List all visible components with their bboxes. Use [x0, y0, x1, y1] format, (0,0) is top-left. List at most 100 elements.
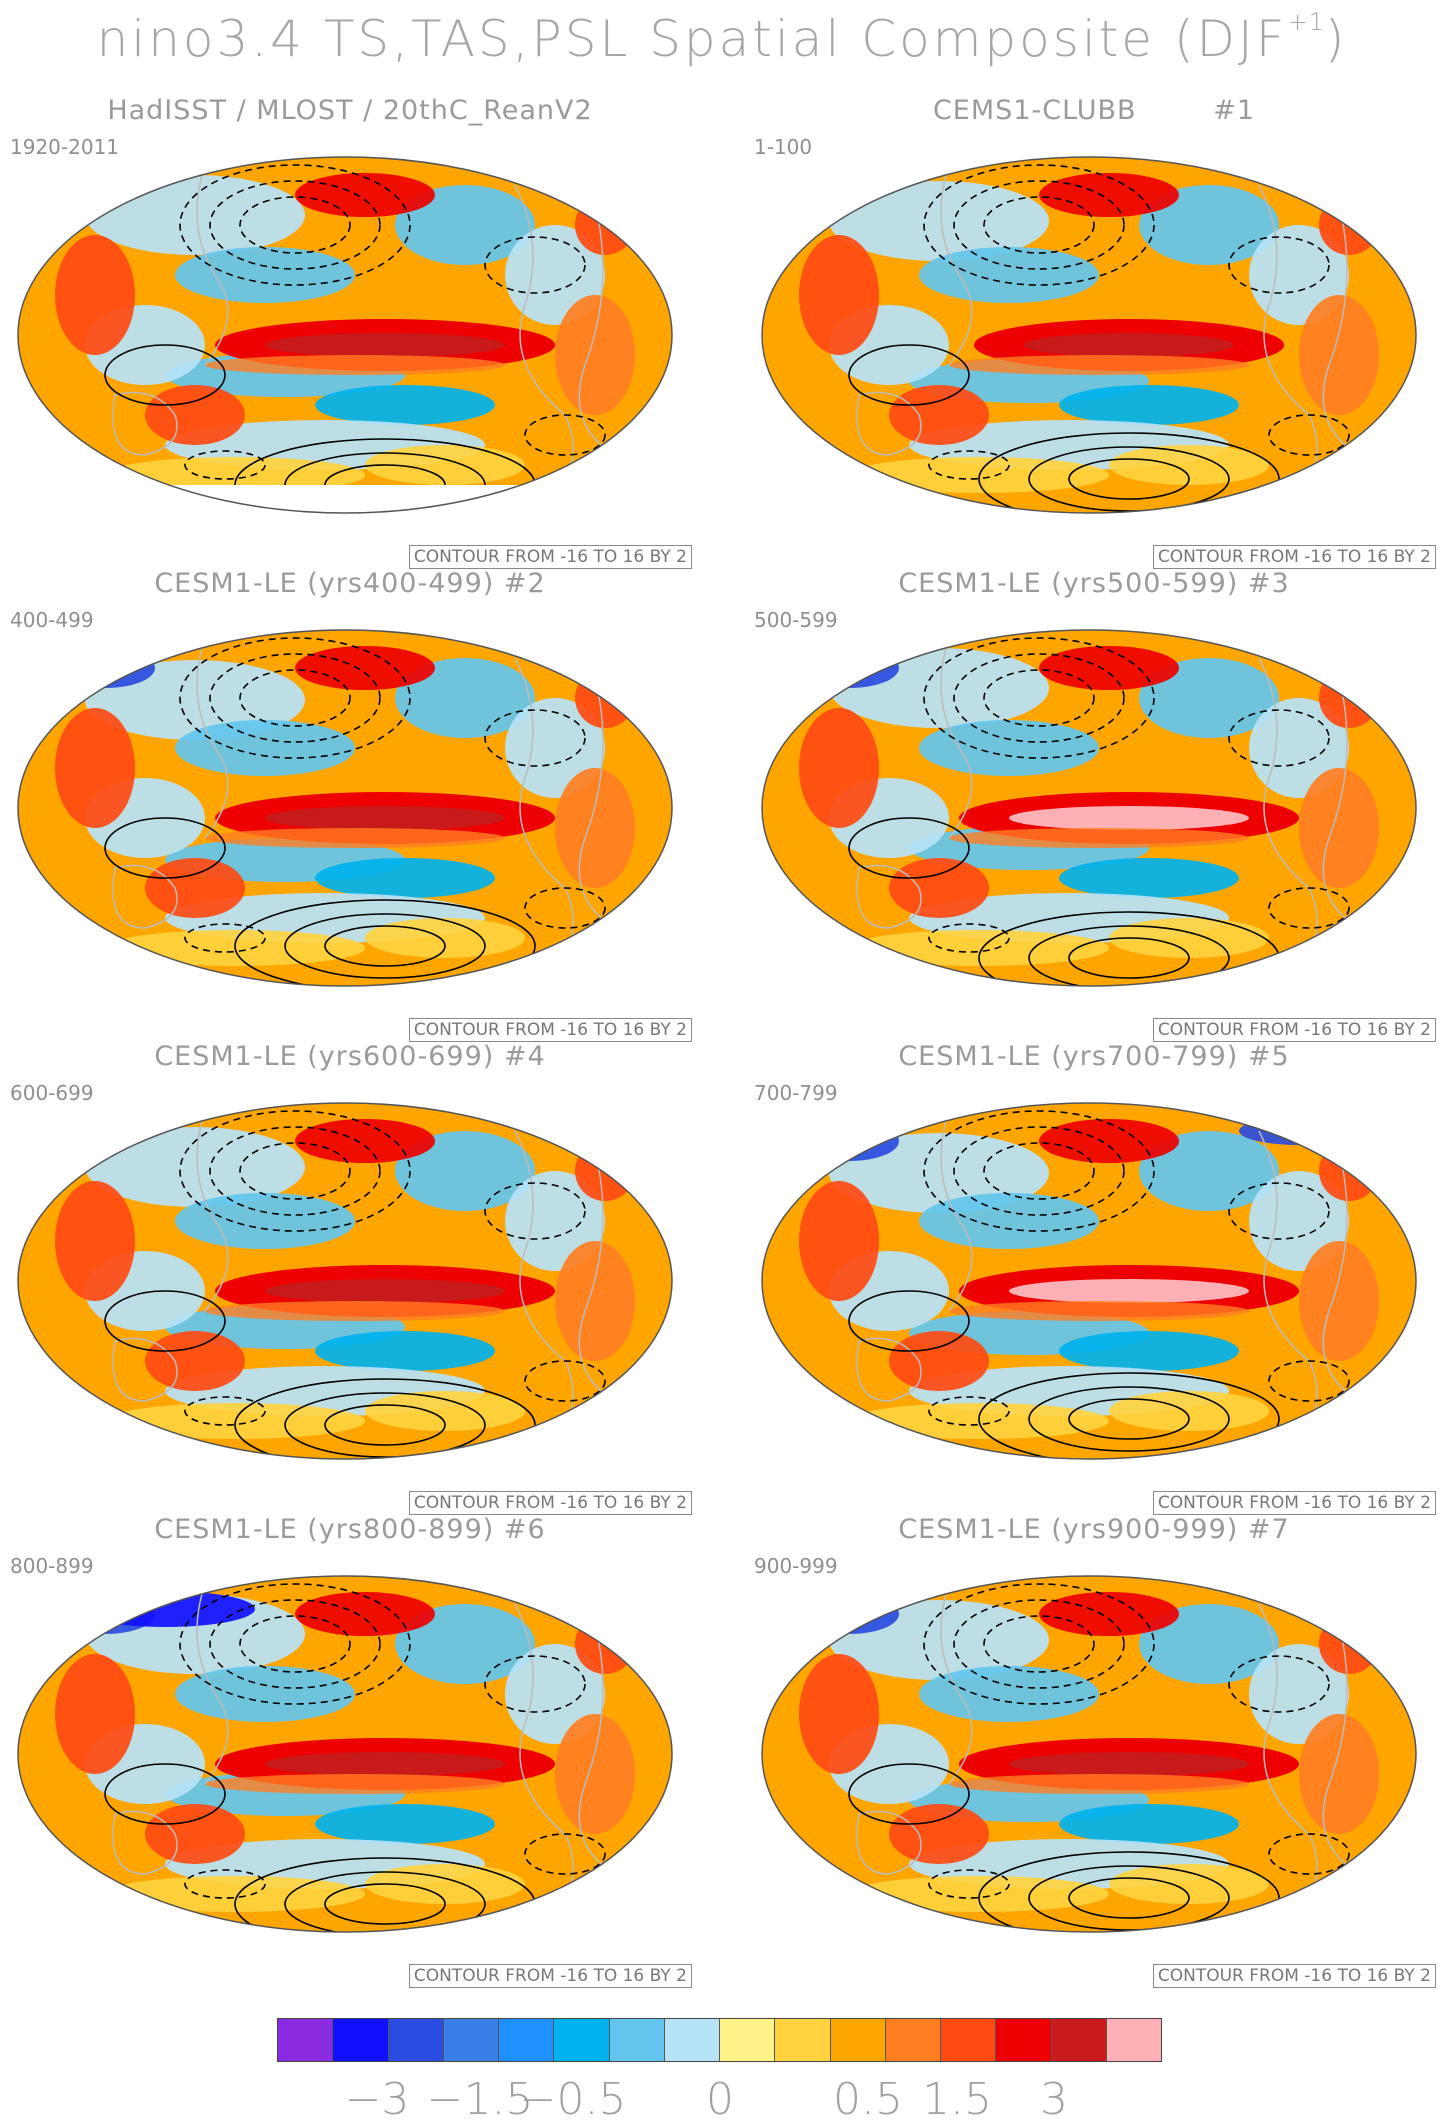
negative-psl-contour — [239, 1615, 351, 1673]
coastline — [856, 864, 922, 929]
map-boundary — [17, 1575, 673, 1933]
anomaly-region — [1319, 1141, 1379, 1201]
map-panel: CESM1-LE (yrs800-899) #6 800-899 CONTOUR F… — [0, 1514, 700, 1994]
negative-psl-contour — [928, 923, 1010, 953]
positive-psl-contour — [104, 344, 226, 406]
title-close: ) — [1324, 10, 1348, 68]
positive-psl-contour — [324, 1883, 446, 1925]
anomaly-region — [1059, 858, 1239, 898]
anomaly-region — [889, 1804, 989, 1864]
panel-period-label: 1920-2011 — [10, 135, 120, 159]
anomaly-region — [889, 1331, 989, 1391]
anomaly-region — [55, 1654, 135, 1774]
anomaly-region — [365, 918, 525, 958]
anomaly-region — [105, 1876, 365, 1912]
anomaly-region — [1039, 1592, 1179, 1636]
coastline — [856, 1337, 922, 1402]
panel-title: CESM1-LE (yrs500-599) #3 — [898, 568, 1290, 599]
panel-title: CESM1-LE (yrs800-899) #6 — [154, 1514, 546, 1545]
contour-interval-note: CONTOUR FROM -16 TO 16 BY 2 — [408, 1018, 692, 1042]
coastline — [1258, 657, 1318, 979]
negative-psl-contour — [928, 1869, 1010, 1899]
negative-psl-contour — [953, 1126, 1125, 1216]
negative-psl-contour — [524, 414, 606, 456]
map-boundary — [761, 156, 1417, 514]
positive-psl-contour — [1028, 925, 1230, 986]
anomaly-region — [175, 720, 355, 776]
anomaly-region — [889, 858, 989, 918]
negative-psl-contour — [184, 923, 266, 953]
anomaly-region — [889, 385, 989, 445]
contour-interval-note: CONTOUR FROM -16 TO 16 BY 2 — [1152, 545, 1436, 569]
negative-psl-contour — [484, 1182, 586, 1240]
panel-title: CESM1-LE (yrs400-499) #2 — [154, 568, 546, 599]
enso-core — [1009, 1752, 1249, 1776]
map-boundary — [17, 629, 673, 987]
anomaly-region — [315, 1331, 495, 1371]
negative-psl-contour — [524, 1360, 606, 1402]
coastline — [514, 1603, 574, 1925]
coastline — [1258, 1603, 1318, 1925]
anomaly-region — [85, 175, 305, 255]
colorbar-tick-label: −1.5 — [426, 2074, 534, 2125]
coastline — [112, 1810, 178, 1875]
colorbar-tick-label: 3 — [1040, 2074, 1068, 2125]
anomaly-region — [1039, 646, 1179, 690]
anomaly-region — [1319, 668, 1379, 728]
colorbar-swatch — [664, 2019, 720, 2061]
anomaly-region — [849, 930, 1109, 966]
positive-psl-contour — [104, 1763, 226, 1825]
anomaly-region — [1299, 295, 1379, 415]
coastline — [112, 391, 178, 456]
coastline — [196, 1110, 229, 1312]
positive-psl-contour — [978, 1372, 1280, 1459]
colorbar-swatch — [775, 2019, 831, 2061]
anomaly-region — [145, 1331, 245, 1391]
colorbar-swatch — [996, 2019, 1052, 2061]
anomaly-region — [175, 247, 355, 303]
coastline — [196, 164, 229, 366]
coastline — [514, 657, 574, 979]
negative-psl-contour — [953, 1599, 1125, 1689]
coastline — [578, 1623, 616, 1875]
positive-psl-contour — [848, 1290, 970, 1352]
colorbar-tick-label: 0.5 — [833, 2074, 903, 2125]
negative-psl-contour — [953, 653, 1125, 743]
anomaly-region — [799, 1181, 879, 1301]
anomaly-region — [1319, 1614, 1379, 1674]
positive-psl-contour — [978, 432, 1280, 513]
positive-psl-contour — [234, 1378, 536, 1459]
colorbar-tick-label: 0 — [706, 2074, 734, 2125]
negative-psl-contour — [239, 1142, 351, 1200]
title-superscript: +1 — [1287, 8, 1325, 36]
positive-psl-contour — [324, 925, 446, 967]
negative-psl-contour — [1268, 414, 1350, 456]
anomaly-region — [1299, 1714, 1379, 1834]
negative-psl-contour — [923, 164, 1155, 286]
positive-psl-contour — [848, 817, 970, 879]
coastline — [196, 637, 229, 839]
coastline — [856, 1810, 922, 1875]
colorbar-swatch — [941, 2019, 997, 2061]
coastline — [1322, 204, 1360, 456]
map-boundary — [761, 1102, 1417, 1460]
coastline — [1258, 1130, 1318, 1452]
anomaly-region — [1039, 173, 1179, 217]
negative-psl-contour — [209, 653, 381, 743]
positive-psl-contour — [1068, 1398, 1190, 1440]
anomaly-region — [295, 1119, 435, 1163]
anomaly-region — [315, 385, 495, 425]
enso-core — [1024, 333, 1234, 357]
anomaly-region — [295, 173, 435, 217]
anomaly-region — [75, 1591, 255, 1627]
positive-psl-contour — [848, 1763, 970, 1825]
anomaly-region — [145, 1804, 245, 1864]
anomaly-region — [555, 295, 635, 415]
coastline — [112, 1337, 178, 1402]
contour-interval-note: CONTOUR FROM -16 TO 16 BY 2 — [408, 1491, 692, 1515]
negative-psl-contour — [524, 1833, 606, 1875]
anomaly-region — [575, 1141, 635, 1201]
negative-psl-contour — [928, 450, 1010, 480]
negative-psl-contour — [1228, 1655, 1330, 1713]
enso-core — [265, 806, 505, 830]
